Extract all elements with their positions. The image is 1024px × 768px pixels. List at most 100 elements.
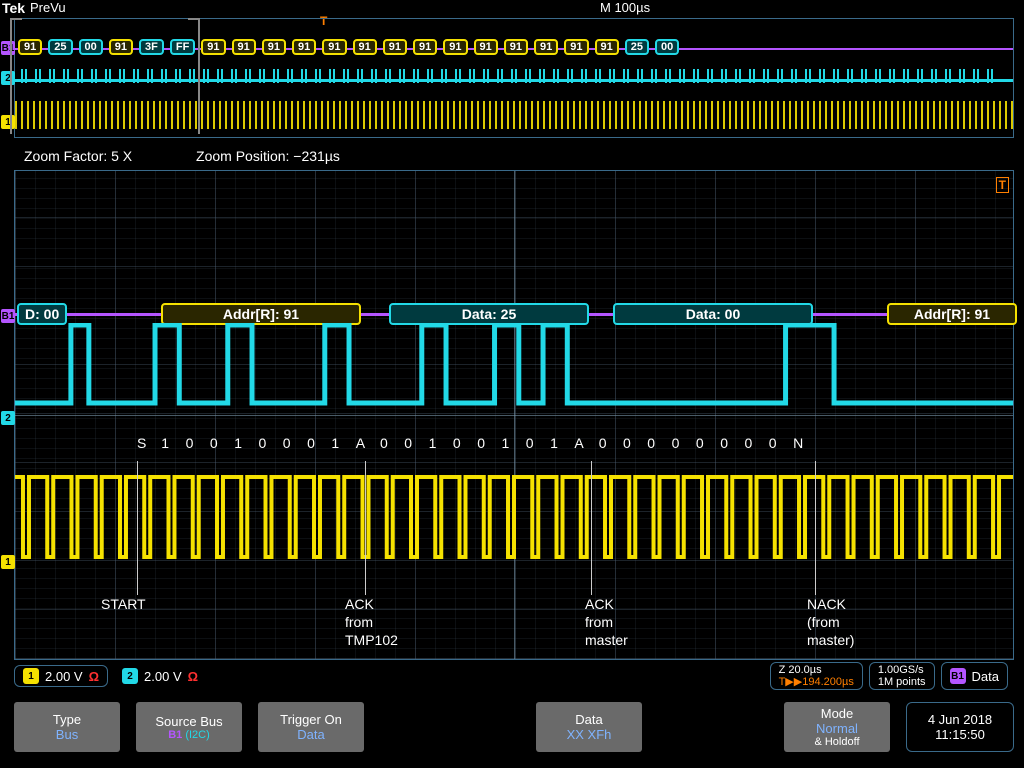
timebase-label: M 100µs xyxy=(600,0,650,15)
overview-byte: 91 xyxy=(474,39,498,55)
bit-label: 0 xyxy=(186,435,195,451)
bit-label: 0 xyxy=(477,435,486,451)
softkey-trigger-on[interactable]: Trigger On Data xyxy=(258,702,364,752)
ch2-waveform xyxy=(15,323,1013,411)
overview-byte: 91 xyxy=(353,39,377,55)
bit-label: 0 xyxy=(647,435,656,451)
overview-byte: 91 xyxy=(443,39,467,55)
annotation-label: ACKfromTMP102 xyxy=(345,595,398,650)
overview-byte: 00 xyxy=(655,39,679,55)
top-bar: Tek PreVu M 100µs T xyxy=(0,0,1024,16)
bus-readout-badge: B1 xyxy=(950,668,966,684)
main-panel: T B1 2 1 D: 00Addr[R]: 91Data: 25Data: 0… xyxy=(14,170,1014,660)
bit-label: 0 xyxy=(623,435,632,451)
softkey-type[interactable]: Type Bus xyxy=(14,702,120,752)
ch1-readout: 1 2.00 V Ω xyxy=(14,665,108,687)
graticule xyxy=(15,171,1013,659)
main-ch2-badge: 2 xyxy=(1,411,15,425)
zoom-info: Zoom Factor: 5 X Zoom Position: −231µs xyxy=(24,148,340,164)
annotation-leader xyxy=(815,461,816,595)
overview-byte: 91 xyxy=(262,39,286,55)
acquisition-readout: 1.00GS/s 1M points xyxy=(869,662,935,690)
overview-byte: 91 xyxy=(232,39,256,55)
annotation-label: ACKfrommaster xyxy=(585,595,628,650)
bit-label: 0 xyxy=(380,435,389,451)
decode-field: D: 00 xyxy=(17,303,67,325)
overview-byte: 91 xyxy=(564,39,588,55)
brand-logo: Tek xyxy=(2,0,25,16)
bit-label: N xyxy=(793,435,804,451)
bit-label: 0 xyxy=(599,435,608,451)
overview-byte: 91 xyxy=(292,39,316,55)
zoom-bracket xyxy=(10,18,200,134)
annotation-label: NACK(frommaster) xyxy=(807,595,854,650)
bit-label: 0 xyxy=(720,435,729,451)
bit-label: 0 xyxy=(259,435,268,451)
overview-byte: 91 xyxy=(383,39,407,55)
overview-byte: 91 xyxy=(413,39,437,55)
bit-label: 1 xyxy=(331,435,340,451)
timebase-readout: Z 20.0µs T▶▶194.200µs xyxy=(770,662,863,690)
bit-label: 0 xyxy=(283,435,292,451)
zoom-position-label: Zoom Position: −231µs xyxy=(196,148,340,164)
sample-rate: 1.00GS/s xyxy=(878,664,926,676)
annotation-leader xyxy=(591,461,592,595)
bit-label: 0 xyxy=(696,435,705,451)
ch1-scale: 2.00 V xyxy=(45,669,83,684)
bit-label: 0 xyxy=(526,435,535,451)
bit-label: 1 xyxy=(234,435,243,451)
main-b1-badge: B1 xyxy=(1,309,15,323)
ch1-readout-badge: 1 xyxy=(23,668,39,684)
bit-label: 0 xyxy=(404,435,413,451)
decode-field: Addr[R]: 91 xyxy=(161,303,361,325)
decode-field: Data: 25 xyxy=(389,303,589,325)
main-ch1-badge: 1 xyxy=(1,555,15,569)
acquisition-mode-label: PreVu xyxy=(30,0,66,15)
bus-readout-label: Data xyxy=(972,669,999,684)
bit-label: 0 xyxy=(453,435,462,451)
datetime-box: 4 Jun 2018 11:15:50 xyxy=(906,702,1014,752)
bit-label: 1 xyxy=(429,435,438,451)
ch2-readout-badge: 2 xyxy=(122,668,138,684)
decode-field: Addr[R]: 91 xyxy=(887,303,1017,325)
bit-label: 1 xyxy=(502,435,511,451)
ch1-waveform xyxy=(15,471,1013,571)
softkey-data[interactable]: Data XX XFh xyxy=(536,702,642,752)
annotation-label: START xyxy=(101,595,146,613)
bit-label: 0 xyxy=(769,435,778,451)
zoom-factor-label: Zoom Factor: 5 X xyxy=(24,148,132,164)
softkey-source-bus[interactable]: Source Bus B1 (I2C) xyxy=(136,702,242,752)
ch2-readout: 2 2.00 V Ω xyxy=(114,665,206,687)
trig-delay-value: 194.200µs xyxy=(802,676,854,688)
bit-label: A xyxy=(356,435,366,451)
bit-label: 0 xyxy=(745,435,754,451)
trigger-t-icon: T xyxy=(996,177,1009,193)
ch2-ohm-icon: Ω xyxy=(188,669,198,684)
overview-byte: 91 xyxy=(201,39,225,55)
bit-label: 1 xyxy=(161,435,170,451)
bit-label: A xyxy=(574,435,584,451)
trig-arrow-icon: T▶▶ xyxy=(779,676,803,688)
bit-label: 0 xyxy=(307,435,316,451)
bit-label: 1 xyxy=(550,435,559,451)
bit-label: 0 xyxy=(210,435,219,451)
zoom-timediv: Z 20.0µs xyxy=(779,664,854,676)
softkey-row: Type Bus Source Bus B1 (I2C) Trigger On … xyxy=(14,702,1014,758)
overview-byte: 91 xyxy=(504,39,528,55)
ch1-ohm-icon: Ω xyxy=(89,669,99,684)
record-length: 1M points xyxy=(878,676,926,688)
annotation-leader xyxy=(365,461,366,595)
bit-label: S xyxy=(137,435,147,451)
softkey-mode[interactable]: Mode Normal & Holdoff xyxy=(784,702,890,752)
annotation-leader xyxy=(137,461,138,595)
date-label: 4 Jun 2018 xyxy=(928,712,992,727)
overview-byte: 25 xyxy=(625,39,649,55)
bit-labels-row: S10010001A00100101A00000000N xyxy=(15,435,1013,453)
overview-byte: 91 xyxy=(595,39,619,55)
time-label: 11:15:50 xyxy=(935,727,985,742)
bus-readout: B1 Data xyxy=(941,662,1008,690)
readout-bar: 1 2.00 V Ω 2 2.00 V Ω Z 20.0µs T▶▶194.20… xyxy=(14,665,1014,687)
overview-byte: 91 xyxy=(534,39,558,55)
decode-field: Data: 00 xyxy=(613,303,813,325)
bit-label: 0 xyxy=(672,435,681,451)
